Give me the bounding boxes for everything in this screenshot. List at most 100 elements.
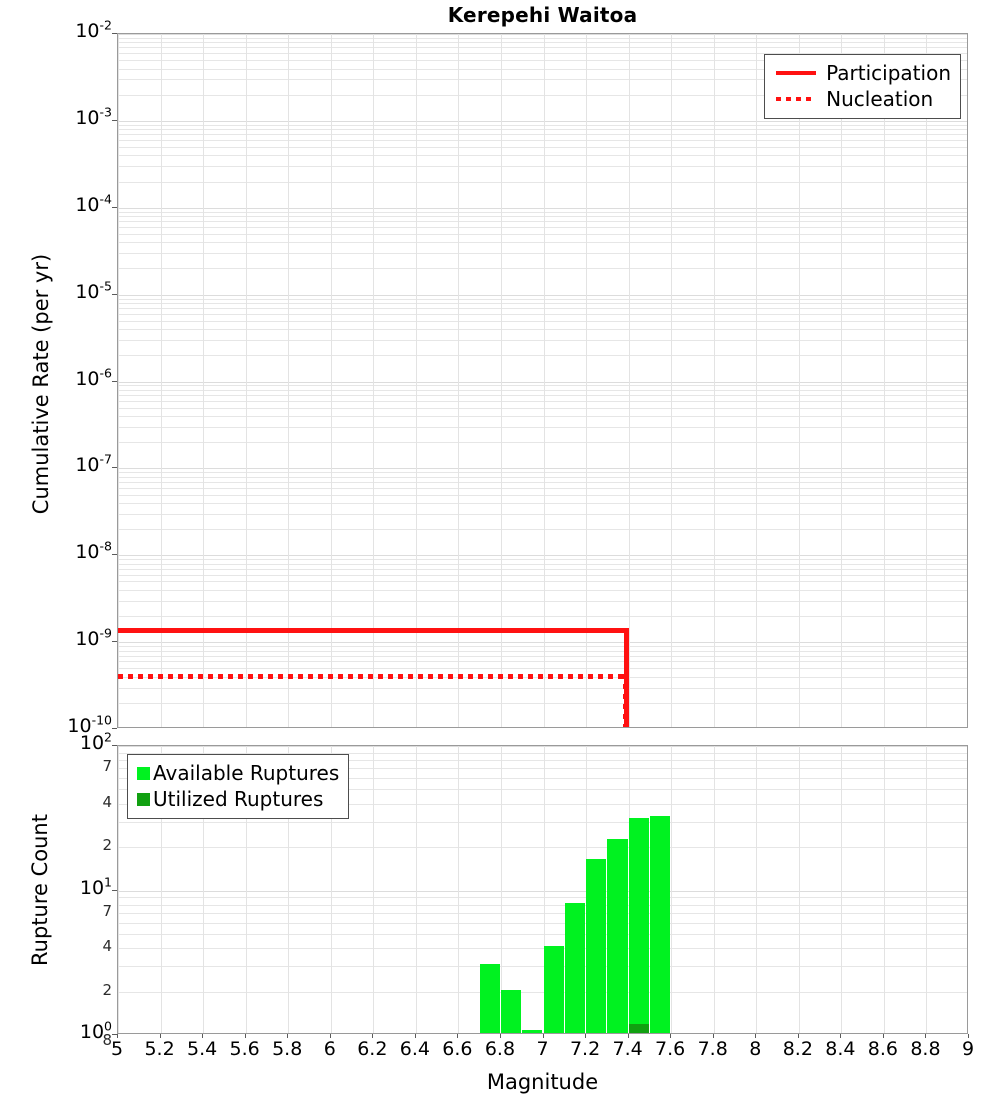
x-tick-label: 5.4 — [186, 1038, 218, 1060]
x-tick-mark — [372, 1034, 373, 1038]
legend-label-available-ruptures: Available Ruptures — [153, 761, 340, 785]
bottom-grid — [118, 746, 967, 1033]
gridline-horizontal — [118, 69, 967, 70]
x-tick-mark — [670, 1034, 671, 1038]
gridline-horizontal — [118, 897, 967, 898]
x-tick-label: 6.2 — [357, 1038, 388, 1060]
gridline-horizontal — [118, 60, 967, 61]
x-tick-label: 6.6 — [442, 1038, 473, 1060]
gridline-vertical — [373, 34, 374, 727]
gridline-horizontal — [118, 34, 967, 35]
gridline-vertical — [118, 746, 119, 1033]
gridline-horizontal — [118, 308, 967, 309]
x-tick-label: 5.6 — [229, 1038, 260, 1060]
available-ruptures-bar — [607, 839, 628, 1033]
gridline-vertical — [118, 34, 119, 727]
gridline-horizontal — [118, 129, 967, 130]
y-tick-label: 10-10 — [67, 712, 112, 737]
gridline-horizontal — [118, 601, 967, 602]
gridline-horizontal — [118, 147, 967, 148]
gridline-vertical — [841, 34, 842, 727]
gridline-horizontal — [118, 216, 967, 217]
available-ruptures-bar — [564, 902, 586, 1033]
gridline-vertical — [161, 34, 162, 727]
x-tick-label: 6.8 — [484, 1038, 516, 1060]
participation-line-icon — [774, 63, 818, 83]
bottom-y-axis-label: Rupture Count — [28, 814, 52, 966]
gridline-horizontal — [118, 804, 967, 805]
x-axis-tick-labels: 5 5.2 5.4 5.6 5.8 6 6.2 6.4 6.6 6.8 7 7.2 7.4 7.6 7.8 8… — [0, 1038, 1000, 1064]
gridline-horizontal — [118, 559, 967, 560]
gridline-horizontal — [118, 42, 967, 43]
gridline-vertical — [671, 34, 672, 727]
available-ruptures-bar — [500, 989, 522, 1033]
available-ruptures-bar — [628, 817, 649, 1033]
y-tick-label-minor: 2 — [102, 980, 112, 999]
gridline-horizontal — [118, 934, 967, 935]
gridline-horizontal — [118, 408, 967, 409]
legend-label-utilized-ruptures: Utilized Ruptures — [153, 787, 324, 811]
gridline-vertical — [416, 746, 417, 1033]
gridline-horizontal — [118, 212, 967, 213]
y-tick-label: 10-8 — [75, 538, 112, 564]
y-tick-label-minor: 2 — [102, 836, 112, 854]
gridline-horizontal — [118, 948, 967, 949]
gridline-vertical — [671, 746, 672, 1033]
gridline-vertical — [458, 746, 459, 1033]
gridline-horizontal — [118, 155, 967, 156]
x-tick-mark — [202, 1034, 203, 1038]
legend-item-available-ruptures: Available Ruptures — [137, 760, 339, 786]
rupture-count-plot: Available Ruptures Utilized Ruptures — [117, 745, 968, 1034]
x-tick-mark — [755, 1034, 756, 1038]
y-tick-label-minor: 4 — [102, 937, 112, 955]
gridline-horizontal — [118, 646, 967, 647]
bottom-y-axis-ticks: 102 101 100 7 4 2 7 4 2 8 — [52, 731, 117, 1047]
gridline-horizontal — [118, 227, 967, 228]
gridline-vertical — [161, 746, 162, 1033]
x-tick-mark — [500, 1034, 501, 1038]
gridline-horizontal — [118, 253, 967, 254]
gridline-horizontal — [118, 442, 967, 443]
x-tick-label: 5.2 — [144, 1038, 175, 1060]
gridline-vertical — [331, 34, 332, 727]
gridline-horizontal — [118, 125, 967, 126]
x-axis-tick-marks — [0, 1034, 1000, 1039]
gridline-horizontal — [118, 47, 967, 48]
nucleation-line-icon — [774, 89, 818, 109]
cumulative-rate-plot: Participation Nucleation — [117, 33, 968, 728]
gridline-horizontal — [118, 53, 967, 54]
gridline-vertical — [884, 746, 885, 1033]
gridline-horizontal — [118, 38, 967, 39]
x-axis-label: Magnitude — [486, 1070, 599, 1094]
legend-label-nucleation: Nucleation — [826, 87, 934, 111]
gridline-vertical — [714, 746, 715, 1033]
gridline-horizontal — [118, 768, 967, 769]
x-tick-mark — [117, 1034, 118, 1038]
gridline-vertical — [458, 34, 459, 727]
x-tick-label: 8.6 — [867, 1038, 898, 1060]
gridline-vertical — [203, 746, 204, 1033]
gridline-horizontal — [118, 79, 967, 80]
y-tick-label: 102 — [79, 729, 112, 754]
gridline-horizontal — [118, 121, 967, 122]
gridline-vertical — [926, 34, 927, 727]
x-tick-mark — [840, 1034, 841, 1038]
gridline-horizontal — [118, 385, 967, 386]
gridline-vertical — [501, 746, 502, 1033]
y-tick-mark — [112, 745, 117, 746]
x-tick-mark — [798, 1034, 799, 1038]
gridline-horizontal — [118, 482, 967, 483]
gridline-horizontal — [118, 488, 967, 489]
x-tick-label: 8 — [749, 1038, 762, 1060]
y-tick-label: 10-5 — [75, 278, 112, 303]
y-tick-label: 10-3 — [75, 104, 112, 129]
gridline-horizontal — [118, 166, 967, 167]
available-ruptures-swatch-icon — [137, 766, 150, 780]
gridline-vertical — [501, 34, 502, 727]
gridline-horizontal — [118, 703, 967, 704]
y-tick-label: 101 — [79, 874, 112, 899]
gridline-horizontal — [118, 760, 967, 761]
y-tick-mark — [112, 641, 117, 642]
bottom-legend: Available Ruptures Utilized Ruptures — [127, 754, 350, 819]
gridline-horizontal — [118, 913, 967, 914]
